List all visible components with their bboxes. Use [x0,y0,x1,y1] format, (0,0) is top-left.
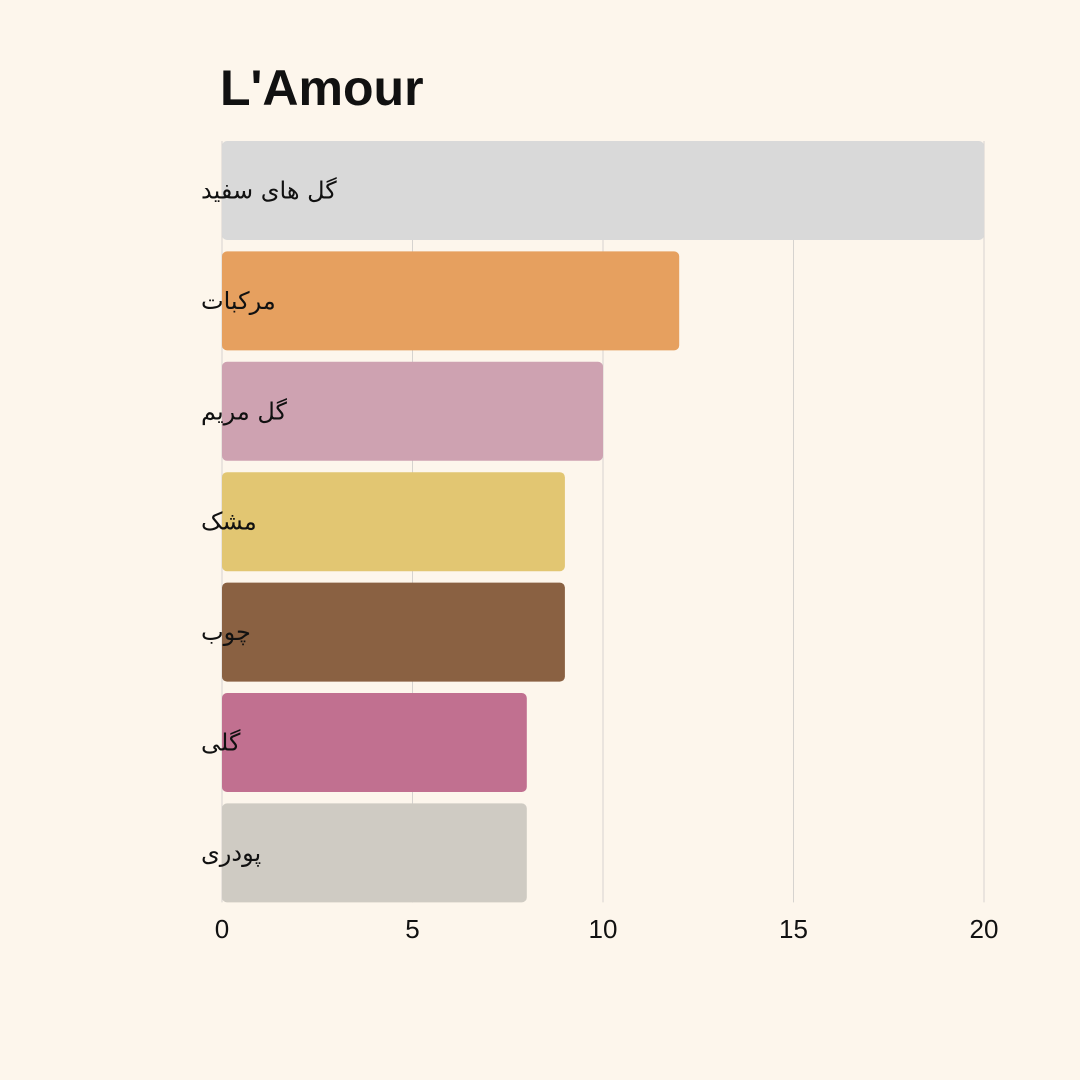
category-label-4: چوب [201,618,251,646]
x-tick-label-20: 20 [970,914,999,944]
x-tick-label-0: 0 [215,914,229,944]
bar-0 [222,141,984,240]
category-label-1: مرکبات [201,287,276,315]
bar-5 [222,693,527,792]
x-tick-label-10: 10 [589,914,618,944]
category-label-6: پودری [201,839,261,867]
bar-1 [222,251,680,351]
bar-2 [222,361,603,461]
category-label-5: گلی [201,729,241,757]
chart-title: L'Amour [220,60,424,116]
bar-3 [222,472,565,572]
category-label-0: گل های سفید [201,177,337,205]
category-label-2: گل مریم [201,397,288,425]
x-tick-label-15: 15 [779,914,808,944]
bar-4 [222,582,565,682]
x-axis-tick-labels: 0 5 10 15 20 [215,914,999,944]
x-tick-label-5: 5 [405,914,419,944]
category-label-3: مشک [201,508,257,536]
category-labels: گل های سفید مرکبات گل مریم مشک چوب گلی پودری [201,177,337,867]
bar-6 [222,803,527,903]
bars [222,141,984,903]
